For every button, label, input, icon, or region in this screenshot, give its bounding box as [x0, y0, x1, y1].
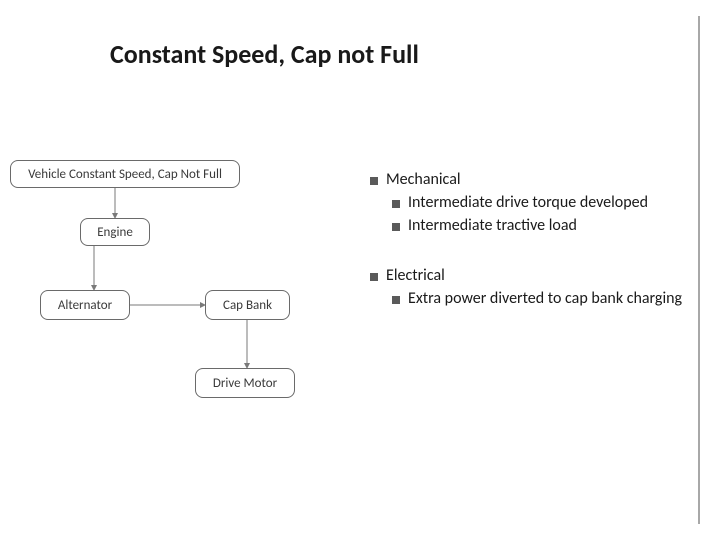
bullet-item: Extra power diverted to cap bank chargin… — [392, 289, 700, 310]
bullet-heading: Electrical — [370, 266, 700, 287]
node-label: Alternator — [58, 298, 112, 313]
bullet-icon — [370, 273, 378, 281]
bullet-text: Intermediate drive torque developed — [408, 193, 700, 214]
bullet-item: Intermediate drive torque developed — [392, 193, 700, 214]
bullet-text: Extra power diverted to cap bank chargin… — [408, 289, 700, 310]
bullet-icon — [370, 177, 378, 185]
node-drive-motor: Drive Motor — [195, 368, 295, 398]
node-label: Vehicle Constant Speed, Cap Not Full — [28, 167, 222, 182]
bullet-icon — [392, 200, 400, 208]
bullet-heading: Mechanical — [370, 170, 700, 191]
node-label: Drive Motor — [213, 376, 277, 391]
bullet-icon — [392, 223, 400, 231]
bullet-text: Electrical — [386, 266, 700, 287]
slide-title: Constant Speed, Cap not Full — [110, 38, 419, 70]
node-label: Engine — [97, 225, 133, 240]
node-cap-bank: Cap Bank — [205, 290, 290, 320]
bullet-item: Intermediate tractive load — [392, 216, 700, 237]
bullet-text: Intermediate tractive load — [408, 216, 700, 237]
bullet-text: Mechanical — [386, 170, 700, 191]
node-root: Vehicle Constant Speed, Cap Not Full — [10, 160, 240, 188]
node-alternator: Alternator — [40, 290, 130, 320]
slide: Constant Speed, Cap not Full Vehicle Con… — [0, 0, 720, 540]
flowchart: Vehicle Constant Speed, Cap Not Full Eng… — [10, 160, 350, 440]
node-label: Cap Bank — [223, 298, 272, 313]
bullet-region: Mechanical Intermediate drive torque dev… — [370, 170, 700, 312]
spacer — [370, 238, 700, 266]
node-engine: Engine — [80, 218, 150, 246]
right-divider — [698, 16, 700, 524]
bullet-icon — [392, 296, 400, 304]
